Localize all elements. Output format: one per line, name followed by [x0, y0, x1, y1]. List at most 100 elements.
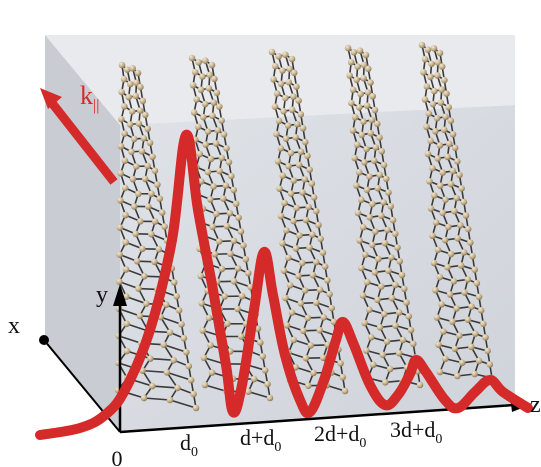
carbon-atom [441, 236, 449, 244]
carbon-bond [150, 357, 174, 361]
carbon-atom [242, 255, 250, 263]
carbon-atom [116, 251, 123, 258]
carbon-atom [281, 199, 288, 207]
carbon-bond [169, 399, 197, 409]
carbon-atom [320, 314, 328, 321]
carbon-atom [173, 293, 180, 300]
carbon-atom [274, 158, 282, 165]
carbon-atom [464, 276, 472, 283]
carbon-atom [123, 320, 130, 328]
carbon-atom [353, 76, 360, 84]
carbon-atom [346, 72, 353, 79]
carbon-atom [207, 155, 215, 163]
carbon-atom [367, 79, 374, 86]
carbon-atom [202, 57, 209, 64]
carbon-atom [138, 147, 146, 155]
carbon-atom [391, 281, 399, 289]
carbon-bond [142, 369, 167, 374]
carbon-atom [139, 367, 146, 374]
carbon-atom [140, 134, 148, 142]
carbon-atom [460, 249, 468, 256]
carbon-atom [312, 207, 320, 215]
carbon-atom [136, 312, 144, 320]
carbon-atom [442, 113, 449, 121]
carbon-atom [421, 96, 429, 103]
carbon-atom [286, 65, 293, 73]
carbon-atom [469, 252, 476, 260]
y-axis-arrowhead [113, 284, 127, 306]
carbon-atom [151, 218, 159, 225]
carbon-atom [312, 258, 320, 266]
carbon-atom [307, 342, 315, 349]
carbon-atom [451, 207, 458, 215]
x-axis-dot [39, 335, 49, 345]
carbon-atom [299, 124, 307, 132]
carbon-atom [467, 343, 475, 351]
carbon-atom [201, 100, 209, 108]
carbon-atom [409, 340, 417, 348]
carbon-atom [347, 58, 355, 66]
carbon-atom [204, 128, 212, 135]
carbon-atom [438, 300, 445, 308]
carbon-bond [166, 371, 192, 381]
carbon-atom [292, 134, 299, 141]
carbon-atom [213, 89, 221, 97]
carbon-atom [471, 370, 478, 378]
carbon-atom [284, 122, 292, 129]
carbon-atom [378, 147, 386, 155]
carbon-atom [356, 237, 363, 244]
carbon-atom [144, 125, 151, 133]
carbon-atom [442, 196, 449, 204]
carbon-atom [434, 155, 442, 162]
carbon-atom [126, 80, 134, 88]
carbon-atom [200, 113, 207, 121]
graphene-layer [418, 41, 496, 382]
carbon-atom [379, 351, 387, 359]
carbon-atom [360, 61, 368, 69]
carbon-atom [122, 238, 130, 246]
carbon-atom [207, 196, 214, 203]
carbon-atom [385, 189, 392, 196]
carbon-atom [290, 177, 298, 184]
carbon-atom [313, 299, 320, 306]
carbon-atom [140, 394, 148, 402]
carbon-atom [202, 141, 209, 148]
carbon-atom [480, 320, 487, 328]
carbon-atom [293, 83, 300, 90]
carbon-atom [290, 217, 297, 225]
carbon-atom [354, 209, 362, 217]
carbon-atom [391, 230, 399, 238]
carbon-atom [449, 167, 457, 175]
tick-label-0: 0 [112, 446, 123, 467]
carbon-atom [349, 86, 357, 94]
carbon-atom [337, 360, 344, 367]
carbon-atom [209, 112, 216, 120]
carbon-atom [244, 269, 252, 277]
carbon-atom [234, 265, 242, 272]
carbon-atom [316, 286, 324, 294]
carbon-atom [309, 231, 316, 238]
carbon-atom [122, 211, 129, 219]
carbon-atom [427, 73, 434, 81]
carbon-atom [219, 195, 227, 202]
carbon-atom [430, 45, 438, 52]
carbon-atom [189, 81, 197, 89]
graphene-layer [268, 48, 349, 395]
carbon-atom [284, 254, 292, 262]
carbon-atom [151, 258, 158, 266]
carbon-atom [283, 322, 291, 329]
carbon-atom [384, 226, 391, 234]
carbon-bond [204, 384, 227, 393]
carbon-atom [198, 178, 205, 185]
carbon-atom [163, 301, 170, 309]
carbon-atom [432, 219, 440, 226]
carbon-atom [467, 239, 474, 246]
carbon-atom [282, 135, 290, 142]
carbon-atom [420, 68, 427, 76]
carbon-atom [133, 79, 140, 87]
carbon-atom [259, 353, 267, 360]
carbon-atom [431, 87, 438, 95]
carbon-atom [296, 232, 303, 239]
carbon-atom [158, 209, 166, 216]
